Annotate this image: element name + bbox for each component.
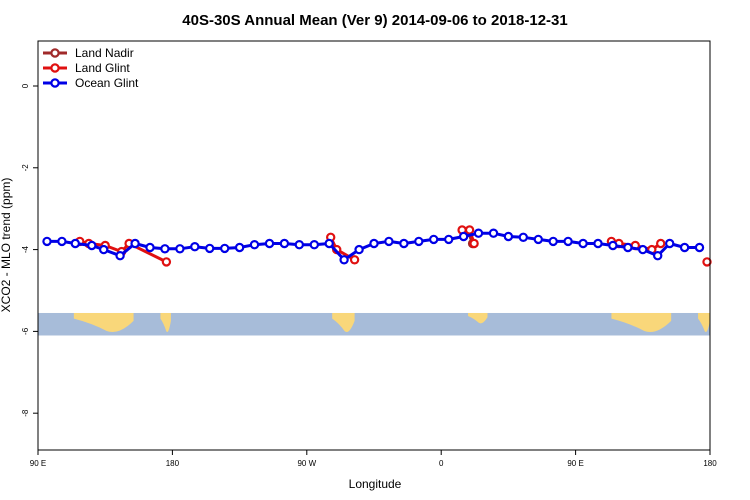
data-point-2-0-27 [444,234,454,245]
data-point-2-0-5 [115,250,125,261]
data-point-1-2-1 [464,225,475,235]
ocean-band [38,312,710,336]
data-point-2-0-41 [653,250,663,261]
legend-label-0: Land Nadir [75,46,134,60]
data-point-1-1-2 [349,255,360,265]
data-point-2-0-36 [578,238,588,249]
land-australia-repeat [611,312,672,333]
legend-label-2: Ocean Glint [75,76,139,90]
x-tick-label-5: 180 [703,459,717,468]
data-point-2-0-7 [145,242,155,253]
data-point-2-0-2 [70,238,81,249]
data-point-2-0-11 [204,243,215,254]
land-australia [73,312,134,333]
y-tick-label-4: -8 [21,409,30,417]
data-point-2-0-10 [190,241,200,252]
series-layer [42,225,712,267]
y-tick-label-2: -4 [21,245,30,253]
data-point-2-0-23 [384,236,394,247]
x-tick-label-0: 90 E [30,459,46,468]
data-point-2-0-26 [429,234,439,245]
data-point-2-0-38 [608,240,618,251]
data-point-2-0-43 [679,242,690,253]
x-axis-label: Longitude [349,477,402,491]
data-point-2-0-42 [665,238,675,249]
y-tick-label-1: -2 [21,164,30,172]
data-point-1-4-0 [702,257,712,267]
plot-frame [37,40,711,451]
legend-label-1: Land Glint [75,61,130,75]
y-axis-label: XCO2 - MLO trend (ppm) [0,178,13,313]
data-point-2-0-22 [369,238,379,249]
data-point-2-0-16 [279,238,290,249]
data-point-2-0-15 [264,238,275,249]
data-point-2-0-12 [219,243,230,254]
data-point-2-0-25 [414,236,424,247]
x-tick-label-2: 90 W [297,459,316,468]
data-point-2-0-21 [354,244,364,255]
data-point-2-0-24 [399,238,409,249]
data-point-1-0-5 [161,257,172,267]
legend-marker-1 [50,63,60,73]
chart-title: 40S-30S Annual Mean (Ver 9) 2014-09-06 t… [182,12,567,29]
data-point-2-0-14 [249,239,260,250]
data-point-2-0-9 [175,244,185,254]
data-point-2-0-19 [324,238,334,249]
data-point-2-0-3 [87,240,97,251]
land-africa [468,312,488,324]
data-point-2-0-18 [309,239,319,250]
data-point-2-0-39 [623,242,633,253]
data-point-2-0-13 [234,242,245,253]
data-point-2-0-40 [638,244,648,255]
data-point-2-0-44 [694,242,705,253]
data-point-2-0-33 [533,234,544,245]
x-tick-label-4: 90 E [567,459,583,468]
land-new-zealand [160,312,171,333]
x-tick-label-3: 0 [439,459,444,468]
data-point-1-2-2 [469,238,479,249]
data-point-2-0-1 [57,236,67,247]
data-point-2-0-17 [294,239,304,250]
data-point-2-0-31 [503,231,514,242]
legend-marker-0 [50,48,60,58]
x-axis: 90 E 180 90 W 0 90 E 180 [30,450,717,468]
data-point-2-0-32 [518,232,529,242]
land-south-america [332,312,355,333]
y-axis: 0 -2 -4 -6 -8 [21,83,38,417]
x-tick-label-1: 180 [166,459,180,468]
data-point-2-0-28 [458,231,469,242]
data-point-1-3-4 [656,238,666,249]
map-strip [38,312,710,336]
legend-marker-2 [50,78,60,88]
data-point-2-0-35 [563,236,573,247]
data-point-2-0-30 [488,228,499,238]
data-point-2-0-34 [548,236,558,247]
data-point-2-0-8 [160,244,170,254]
data-point-2-0-6 [130,238,140,249]
data-point-2-0-0 [42,236,52,247]
y-tick-label-3: -6 [21,327,30,335]
data-point-2-0-20 [339,255,349,265]
y-tick-label-0: 0 [21,83,30,88]
land-new-zealand-repeat [698,312,710,333]
data-point-2-0-29 [473,228,484,238]
data-point-2-0-4 [98,244,109,255]
data-point-2-0-37 [593,238,603,249]
